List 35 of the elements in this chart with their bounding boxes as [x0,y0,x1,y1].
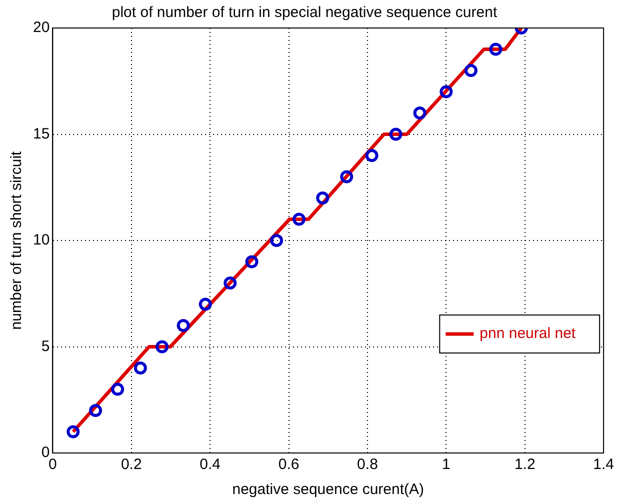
chart-title: plot of number of turn in special negative sequence curent [112,4,498,22]
point [156,340,169,354]
point [111,382,124,396]
legend-label: pnn neural net [480,325,576,342]
x-tick-label: 1.4 [593,456,614,474]
x-tick-label: 0.2 [120,456,142,474]
x-tick-label: 0.8 [357,456,378,474]
x-tick-label: 0.4 [200,456,221,474]
y-tick-label: 5 [41,338,50,355]
point [292,212,306,226]
point [224,276,237,290]
point [440,85,453,98]
point [66,425,80,438]
x-tick-label: 1 [442,456,450,474]
point [413,106,426,120]
y-axis-title: number of turn short sircuit [8,150,26,330]
point [270,234,284,247]
point [89,404,102,417]
y-tick-label: 20 [32,19,50,36]
point [340,170,354,184]
x-tick-label: 1.2 [514,456,536,474]
point [389,128,402,141]
point [198,298,212,311]
point [489,42,502,56]
y-tick-label: 0 [41,444,50,462]
point [464,64,478,77]
point [245,255,258,268]
point [365,149,378,162]
y-tick-label: 10 [32,232,50,249]
x-tick-label: 0.6 [278,456,300,474]
y-tick-label: 15 [32,125,50,142]
point [134,362,147,374]
x-axis-title: negative sequence curent(A) [232,481,424,498]
point [176,319,190,332]
point [316,192,330,204]
